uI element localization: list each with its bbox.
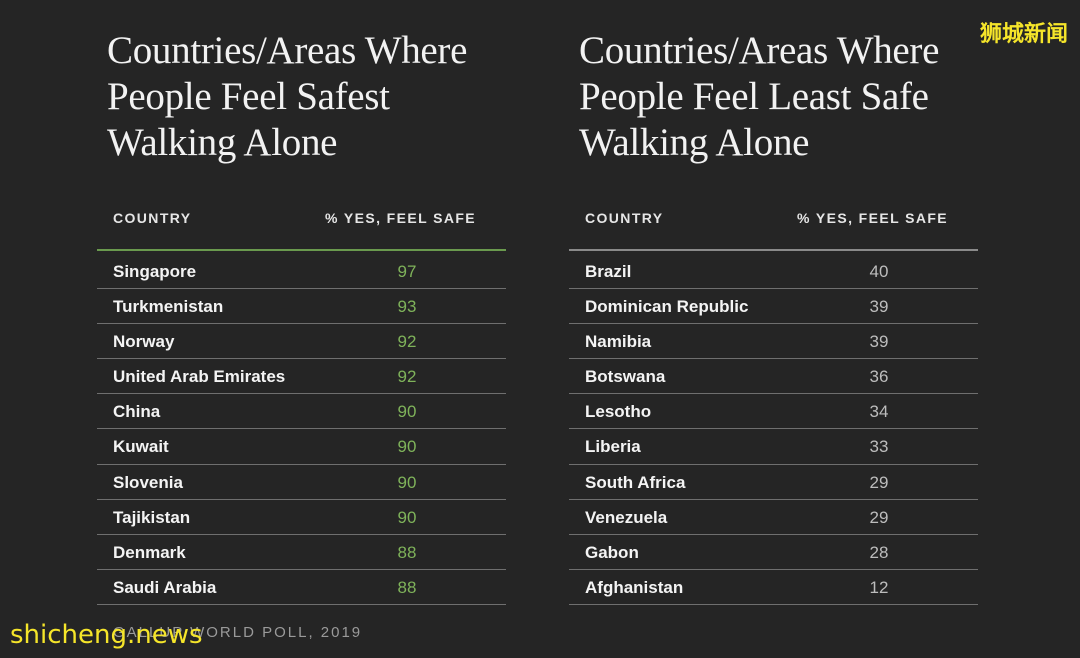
percent-value: 93: [397, 297, 417, 317]
table-row: Namibia 39: [569, 324, 978, 360]
country-name: Saudi Arabia: [113, 577, 217, 597]
table-row: Lesotho 34: [569, 394, 978, 430]
table-row: Kuwait 90: [97, 429, 506, 465]
table-row: Turkmenistan 93: [97, 289, 506, 325]
percent-value: 29: [869, 472, 889, 492]
percent-value: 33: [869, 437, 889, 457]
header-divider: [569, 249, 978, 251]
table-row: Dominican Republic 39: [569, 289, 978, 325]
percent-value: 97: [397, 262, 417, 281]
country-name: Namibia: [585, 332, 652, 352]
percent-value: 90: [397, 437, 417, 457]
watermark-url: shicheng.news: [10, 620, 203, 650]
percent-value: 90: [397, 472, 417, 492]
country-name: Liberia: [585, 437, 641, 457]
country-name: Dominican Republic: [585, 297, 749, 317]
table-row: Singapore 97: [97, 254, 506, 290]
title-line: Walking Alone: [579, 121, 810, 164]
watermark-logo-text: 狮城新闻: [979, 22, 1068, 47]
country-name: Venezuela: [585, 507, 668, 527]
table-row: Venezuela 29: [569, 500, 978, 535]
column-header-country: COUNTRY: [585, 210, 664, 226]
source-credit: GALLUP WORLD POLL, 2019: [113, 624, 363, 641]
country-name: Singapore: [113, 262, 197, 281]
least-safe-table-panel: Countries/Areas Where People Feel Least …: [569, 28, 979, 605]
title-line: Walking Alone: [107, 121, 338, 164]
title-line: Countries/Areas Where: [579, 29, 940, 72]
percent-value: 39: [869, 332, 889, 352]
country-name: Tajikistan: [113, 507, 191, 527]
percent-value: 12: [869, 577, 889, 597]
percent-value: 29: [869, 507, 889, 527]
table-row: South Africa 29: [569, 465, 978, 500]
country-name: Denmark: [113, 542, 186, 562]
title-line: Countries/Areas Where: [107, 29, 468, 72]
country-name: China: [113, 402, 161, 422]
table-row: Norway 92: [97, 324, 506, 360]
country-name: South Africa: [585, 472, 686, 492]
table-row: Saudi Arabia 88: [97, 570, 506, 605]
table-body: Singapore 97 Turkmenistan 93 Norway 92 United …: [97, 254, 506, 605]
country-name: Turkmenistan: [113, 297, 224, 317]
least-safe-table-title: Countries/Areas Where People Feel Least …: [579, 28, 979, 168]
country-name: Slovenia: [113, 472, 183, 492]
percent-value: 40: [869, 262, 889, 281]
country-name: Gabon: [585, 542, 639, 562]
safest-table-title: Countries/Areas Where People Feel Safest…: [107, 28, 507, 168]
percent-value: 34: [869, 402, 889, 422]
percent-value: 39: [869, 297, 889, 317]
country-name: Kuwait: [113, 437, 169, 457]
column-header-country: COUNTRY: [113, 210, 192, 226]
country-name: Afghanistan: [585, 577, 684, 597]
table-row: Afghanistan 12: [569, 570, 978, 605]
table-row: Gabon 28: [569, 535, 978, 570]
percent-value: 90: [397, 507, 417, 527]
column-header-percent: % YES, FEEL SAFE: [325, 210, 477, 226]
table-row: China 90: [97, 394, 506, 430]
country-name: Norway: [113, 332, 175, 352]
column-header-percent: % YES, FEEL SAFE: [797, 210, 949, 226]
title-line: People Feel Safest: [107, 75, 390, 118]
percent-value: 92: [397, 332, 417, 352]
percent-value: 28: [869, 542, 889, 562]
table-row: Brazil 40: [569, 254, 978, 290]
table-row: Tajikistan 90: [97, 500, 506, 535]
percent-value: 36: [869, 367, 889, 387]
percent-value: 92: [397, 367, 417, 387]
percent-value: 88: [397, 542, 417, 562]
header-divider: [97, 249, 506, 251]
country-name: Botswana: [585, 367, 666, 387]
percent-value: 88: [397, 577, 417, 597]
safest-table-panel: Countries/Areas Where People Feel Safest…: [97, 28, 507, 605]
table-header: COUNTRY % YES, FEEL SAFE: [97, 210, 507, 250]
title-line: People Feel Least Safe: [579, 75, 929, 118]
table-row: United Arab Emirates 92: [97, 359, 506, 395]
country-name: United Arab Emirates: [113, 367, 286, 387]
table-row: Botswana 36: [569, 359, 978, 395]
table-body: Brazil 40 Dominican Republic 39 Namibia 39 Bot…: [569, 254, 978, 605]
country-name: Brazil: [585, 262, 632, 281]
table-row: Liberia 33: [569, 429, 978, 465]
table-row: Slovenia 90: [97, 465, 506, 500]
country-name: Lesotho: [585, 402, 652, 422]
percent-value: 90: [397, 402, 417, 422]
table-header: COUNTRY % YES, FEEL SAFE: [569, 210, 979, 250]
table-row: Denmark 88: [97, 535, 506, 570]
